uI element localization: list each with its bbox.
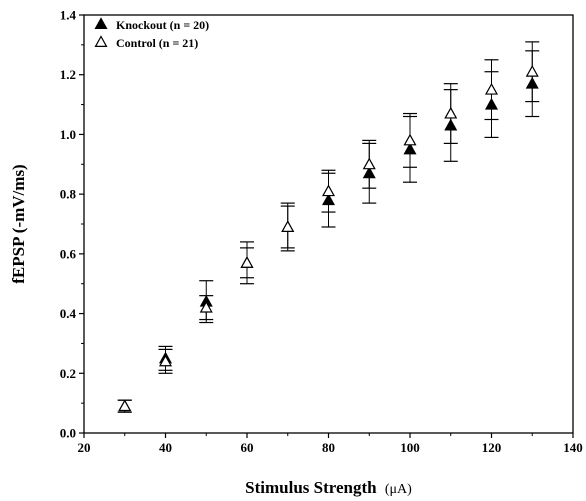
y-tick-label: 0.4 <box>60 306 77 321</box>
x-tick-label: 120 <box>482 440 502 455</box>
legend-label: Knockout (n = 20) <box>116 18 209 32</box>
x-tick-label: 20 <box>78 440 91 455</box>
y-tick-label: 0.8 <box>60 187 77 202</box>
y-tick-label: 1.4 <box>60 8 77 23</box>
control-point <box>240 256 254 268</box>
knockout-point <box>362 166 376 179</box>
legend: Knockout (n = 20) Control (n = 21) <box>94 17 209 50</box>
control-point <box>362 157 376 170</box>
y-axis-title: fEPSP (-mV/ms) <box>9 164 28 283</box>
knockout-point <box>444 118 458 131</box>
x-tick-label: 80 <box>322 440 335 455</box>
y-tick-label: 0.0 <box>60 426 76 441</box>
control-point <box>484 82 499 95</box>
x-tick-label: 140 <box>563 440 583 455</box>
y-tick-label: 0.2 <box>60 366 76 381</box>
x-tick-label: 40 <box>159 440 172 455</box>
x-axis-title: Stimulus Strength (μA) <box>245 478 412 497</box>
control-point <box>158 354 173 367</box>
control-point <box>118 399 132 412</box>
knockout-point <box>525 76 539 89</box>
knockout-point <box>321 193 336 206</box>
axes: 20 40 60 80 100 120 140 0.0 0.2 0.4 0.6 0.8 1.0 1.2 1.… <box>60 8 583 456</box>
x-tick-label: 60 <box>241 440 254 455</box>
x-tick-label: 100 <box>400 440 420 455</box>
legend-control-marker <box>94 35 108 48</box>
y-tick-label: 0.6 <box>60 246 77 261</box>
y-tick-label: 1.2 <box>60 67 76 82</box>
control-point <box>281 220 295 232</box>
knockout-point <box>484 97 499 110</box>
control-point <box>403 133 417 146</box>
legend-knockout-marker <box>94 17 108 29</box>
control-point <box>444 106 458 119</box>
data-markers <box>118 64 539 412</box>
knockout-point <box>403 142 417 155</box>
control-point <box>525 64 539 77</box>
x-axis-unit: (μA) <box>385 482 412 497</box>
control-point <box>199 300 213 313</box>
y-tick-label: 1.0 <box>60 127 76 142</box>
control-point <box>321 184 336 197</box>
x-axis-label: Stimulus Strength <box>245 478 377 497</box>
legend-label: Control (n = 21) <box>116 36 198 50</box>
